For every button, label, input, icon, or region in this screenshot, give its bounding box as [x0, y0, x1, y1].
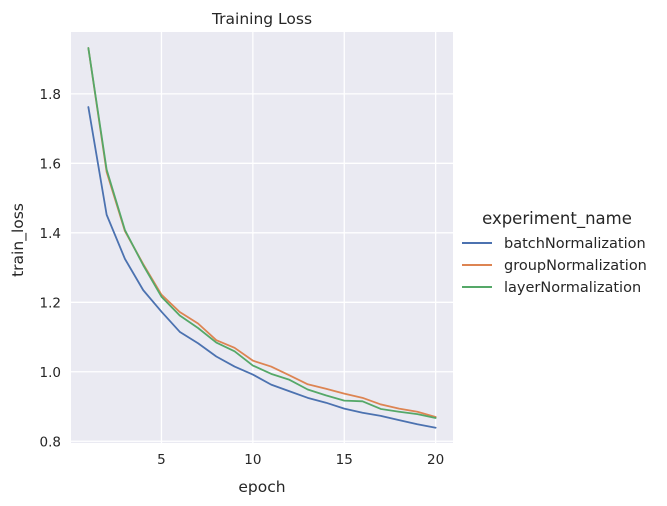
legend: experiment_name batchNormalization groupN…	[462, 209, 647, 296]
y-tick-label: 0.8	[40, 434, 61, 450]
x-tick-label: 5	[157, 452, 166, 468]
plot-area	[71, 32, 453, 443]
legend-label-groupNormalization: groupNormalization	[504, 258, 647, 274]
y-tick-label: 1.4	[40, 226, 61, 242]
y-axis-label: train_loss	[9, 203, 28, 277]
y-tick-labels: 0.8 1.0 1.2 1.4 1.6 1.8	[40, 87, 61, 450]
y-tick-label: 1.8	[40, 87, 61, 103]
x-tick-labels: 5 10 15 20	[157, 452, 444, 468]
x-tick-label: 10	[244, 452, 261, 468]
y-tick-label: 1.2	[40, 295, 61, 311]
x-axis-label: epoch	[238, 478, 285, 496]
legend-label-batchNormalization: batchNormalization	[504, 236, 646, 252]
x-tick-label: 15	[336, 452, 353, 468]
legend-title: experiment_name	[482, 209, 632, 229]
y-tick-label: 1.0	[40, 365, 61, 381]
grid-lines	[71, 32, 453, 443]
series-line-batchNormalization	[87, 106, 437, 429]
series-lines	[87, 47, 437, 429]
y-tick-label: 1.6	[40, 156, 61, 172]
series-line-layerNormalization	[87, 47, 437, 419]
legend-label-layerNormalization: layerNormalization	[504, 280, 641, 296]
chart-title: Training Loss	[211, 10, 312, 28]
x-tick-label: 20	[427, 452, 444, 468]
